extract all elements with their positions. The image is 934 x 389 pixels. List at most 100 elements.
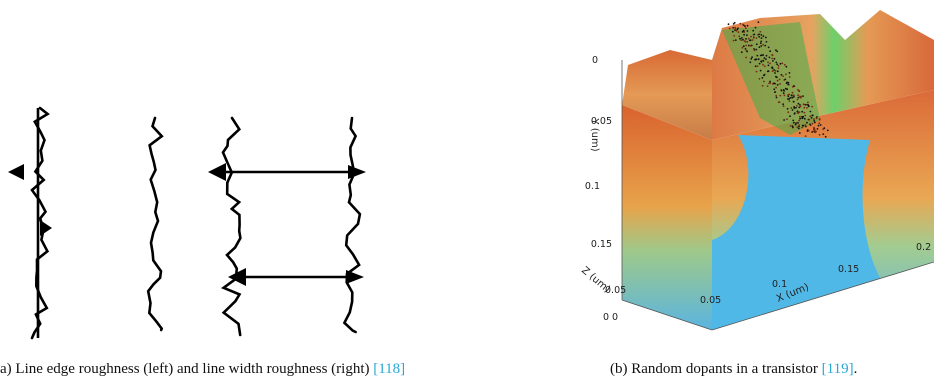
dopant xyxy=(777,71,779,73)
dopant xyxy=(732,27,734,29)
dopant xyxy=(776,97,778,99)
dopant xyxy=(818,125,820,127)
dopant xyxy=(813,118,815,120)
device-front xyxy=(622,105,712,330)
dopant xyxy=(750,39,752,41)
dopant xyxy=(769,57,771,59)
dopant xyxy=(752,30,754,32)
dopant xyxy=(782,103,784,105)
dopant xyxy=(822,133,824,135)
dopant xyxy=(774,72,776,74)
dopant xyxy=(763,81,765,83)
dopant xyxy=(769,63,771,65)
dopant xyxy=(775,70,777,72)
dopant xyxy=(804,115,806,117)
dopant xyxy=(783,119,785,121)
dopant xyxy=(744,40,746,42)
dopant xyxy=(739,38,741,40)
caption-a: a) Line edge roughness (left) and line w… xyxy=(0,361,405,377)
dopant xyxy=(749,61,751,63)
rough-edge xyxy=(148,118,162,330)
dopant xyxy=(742,24,744,26)
dopant xyxy=(729,28,731,30)
dopant xyxy=(762,77,764,79)
dopant xyxy=(809,124,811,126)
rough-edge xyxy=(344,118,360,332)
dopant xyxy=(742,47,744,49)
dopant xyxy=(801,127,803,129)
dopant xyxy=(817,128,819,130)
dopant xyxy=(790,125,792,127)
dopant xyxy=(792,125,794,127)
y-tick-label: 0.05 xyxy=(591,116,612,127)
dopant xyxy=(760,34,762,36)
dopant xyxy=(801,116,803,118)
dopant xyxy=(759,63,761,65)
dopant xyxy=(789,72,791,74)
dopant xyxy=(808,119,810,121)
dopant xyxy=(795,124,797,126)
dopant xyxy=(784,79,786,81)
dopant xyxy=(779,83,781,85)
caption-end: . xyxy=(854,361,858,377)
dopant xyxy=(793,106,795,108)
dopant xyxy=(799,132,801,134)
dopant xyxy=(751,56,753,58)
dopant xyxy=(798,97,800,99)
dopant xyxy=(797,89,799,91)
dopant xyxy=(733,35,735,37)
dopant xyxy=(792,109,794,111)
dopant xyxy=(804,124,806,126)
dopant xyxy=(776,63,778,65)
dopant xyxy=(760,42,762,44)
dopant xyxy=(741,51,743,53)
dopant xyxy=(798,124,800,126)
dopant xyxy=(789,115,791,117)
dopant xyxy=(825,136,827,138)
dopant xyxy=(737,27,739,29)
dopant xyxy=(775,87,777,89)
dopant xyxy=(763,57,765,59)
dopant xyxy=(789,100,791,102)
dopant xyxy=(766,55,768,57)
dopant xyxy=(782,75,784,77)
dopant xyxy=(738,35,740,37)
dopant xyxy=(771,58,773,60)
dopant xyxy=(775,62,777,64)
dopant xyxy=(778,101,780,103)
dopant xyxy=(776,76,778,78)
dopant xyxy=(804,118,806,120)
dopant xyxy=(736,30,738,32)
dopant xyxy=(787,111,789,113)
dopant xyxy=(745,38,747,40)
dopant xyxy=(772,54,774,56)
dopant xyxy=(750,58,752,60)
dopant xyxy=(819,119,821,121)
x-tick-label: 0.2 xyxy=(916,242,931,253)
dopant xyxy=(762,85,764,87)
dopant xyxy=(768,82,770,84)
dopant xyxy=(743,45,745,47)
dopant xyxy=(747,30,749,32)
figure: Y (um) 0 0.05 0.1 0.15 Z (um) 0.05 0 0 0… xyxy=(0,0,934,389)
dopant xyxy=(748,45,750,47)
dopant xyxy=(771,66,773,68)
dopant xyxy=(779,79,781,81)
dopant xyxy=(733,23,735,25)
dopant xyxy=(778,67,780,69)
dopant xyxy=(787,84,789,86)
dopant xyxy=(763,35,765,37)
dopant xyxy=(758,33,760,35)
dopant xyxy=(812,123,814,125)
caption-text: a) Line edge roughness (left) and line w… xyxy=(0,361,373,377)
dopant xyxy=(735,28,737,30)
caption-b: (b) Random dopants in a transistor [119]… xyxy=(610,361,857,377)
dopant xyxy=(799,118,801,120)
dopant xyxy=(793,101,795,103)
dopant xyxy=(791,97,793,99)
x-tick-label: 0 xyxy=(612,312,618,323)
dopant xyxy=(743,34,745,36)
dopant xyxy=(795,107,797,109)
dopant xyxy=(786,88,788,90)
dopant xyxy=(802,125,804,127)
